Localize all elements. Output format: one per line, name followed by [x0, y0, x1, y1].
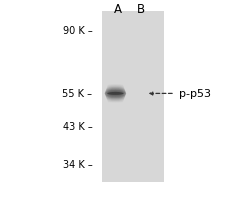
Ellipse shape [106, 97, 125, 99]
Ellipse shape [105, 92, 126, 94]
Ellipse shape [105, 95, 126, 96]
Ellipse shape [107, 87, 124, 89]
Text: p-p53: p-p53 [179, 89, 211, 99]
Text: B: B [137, 3, 146, 16]
Ellipse shape [104, 93, 126, 95]
Ellipse shape [105, 92, 126, 93]
Text: 55 K –: 55 K – [62, 89, 92, 99]
Ellipse shape [107, 87, 124, 89]
Ellipse shape [107, 93, 124, 95]
Ellipse shape [106, 97, 125, 99]
Ellipse shape [106, 89, 125, 90]
Ellipse shape [105, 90, 125, 92]
Ellipse shape [107, 99, 124, 101]
Ellipse shape [107, 99, 124, 100]
Ellipse shape [107, 100, 123, 102]
Ellipse shape [106, 96, 125, 98]
Ellipse shape [105, 94, 126, 96]
Ellipse shape [105, 96, 125, 97]
Text: 90 K –: 90 K – [63, 26, 92, 36]
Text: A: A [114, 3, 122, 16]
Ellipse shape [106, 90, 125, 92]
Text: 43 K –: 43 K – [63, 121, 92, 131]
Bar [102, 12, 164, 182]
Ellipse shape [104, 93, 126, 95]
Ellipse shape [106, 98, 124, 100]
Ellipse shape [105, 91, 126, 93]
Ellipse shape [106, 88, 124, 90]
Text: 34 K –: 34 K – [63, 160, 92, 170]
Ellipse shape [106, 89, 125, 91]
Ellipse shape [107, 86, 124, 88]
Ellipse shape [107, 100, 124, 101]
Ellipse shape [105, 95, 126, 97]
Ellipse shape [107, 86, 123, 87]
